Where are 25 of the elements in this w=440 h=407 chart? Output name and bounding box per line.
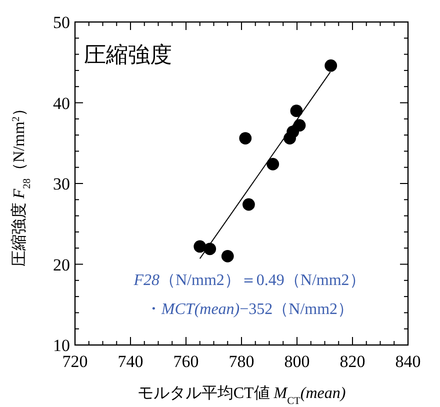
text: 圧縮強度 <box>84 43 172 68</box>
point <box>266 158 280 170</box>
point <box>194 240 206 253</box>
x-axis-title: モルタル平均CT値 M$_{CT}$(mean) <box>137 385 346 406</box>
x-tick-label: 840 <box>395 352 421 371</box>
annotation: ・MCT(mean)−352（N/mm2） <box>145 301 354 318</box>
point <box>221 250 234 262</box>
x-tick-label: 760 <box>173 352 199 371</box>
y-tick-label: 20 <box>53 255 70 274</box>
x-tick-label: 740 <box>118 352 144 371</box>
point <box>324 59 338 72</box>
x-tick-label: 820 <box>340 352 366 371</box>
y-tick-label: 50 <box>53 13 70 32</box>
point <box>204 242 216 256</box>
x-tick-label: 780 <box>228 352 254 371</box>
x-tick-label: 800 <box>284 352 310 371</box>
x-tick-label: 720 <box>62 352 88 371</box>
y-tick-label: 30 <box>53 174 70 194</box>
y-tick-label: 10 <box>53 336 70 355</box>
y-tick-label: 40 <box>53 94 70 113</box>
point <box>290 104 303 118</box>
annotation: F28（N/mm2）＝0.49（N/mm2） <box>132 272 366 289</box>
point <box>284 132 296 144</box>
point <box>239 132 252 144</box>
point <box>242 198 255 211</box>
